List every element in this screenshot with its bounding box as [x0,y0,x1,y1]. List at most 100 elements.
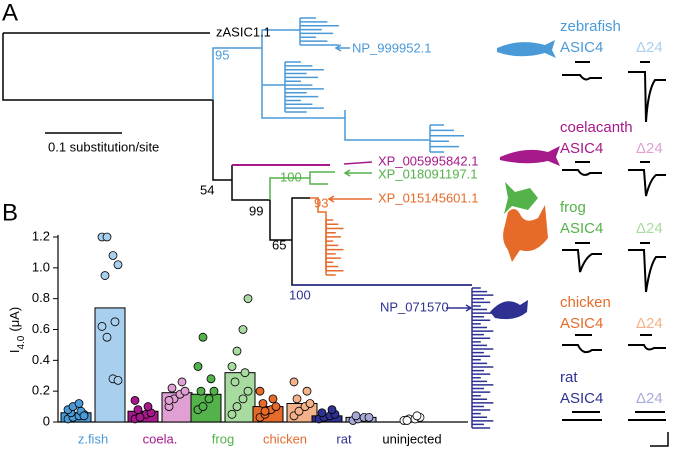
data-point [167,383,177,393]
construct-label: ASIC4 [560,315,603,332]
data-point [227,362,237,371]
silhouettes [490,40,560,320]
outgroup-label: zASIC1.1 [216,24,271,39]
data-point [268,394,278,404]
y-tick-label: 0.4 [32,352,50,367]
data-point [292,394,302,404]
construct-label: ASIC4 [560,39,603,56]
y-tick-label: 0.6 [32,321,50,336]
current-traces [562,61,669,447]
leaf-label: NP_071570 [380,299,449,314]
data-point [412,411,422,421]
data-point [317,408,327,418]
data-point [294,406,304,416]
data-point [196,386,206,396]
data-point [204,394,214,404]
data-point [102,332,112,342]
phylogenetic-tree [2,17,494,429]
panel-label: A [2,0,18,26]
support-label: 100 [280,169,302,184]
data-point [255,386,265,396]
data-point [232,402,242,411]
panel-label: B [2,199,18,226]
x-tick-label: uninjected [382,431,441,446]
data-point [130,396,140,405]
support-label: 100 [289,287,311,302]
x-tick-label: rat [336,431,352,446]
data-point [209,386,219,396]
x-tick-label: chicken [263,431,307,446]
tree-branches [429,124,464,153]
data-point [108,251,118,260]
y-tick-label: 0.2 [32,383,50,398]
data-point [113,375,123,385]
construct-label: Δ24 [636,315,663,332]
y-label-part: 4.0 [16,335,27,349]
data-point [97,322,107,331]
data-point [100,271,110,280]
y-tick-label: 1.2 [32,228,50,243]
tree-branches [284,61,324,113]
data-point [133,405,143,415]
data-point [402,416,412,425]
data-point [79,411,89,421]
x-tick-label: coela. [143,431,178,446]
y-axis-label: I4.0 (μA) [7,307,26,353]
data-point [243,294,253,304]
data-point [113,260,123,270]
x-tick-label: z.fish [78,431,108,446]
construct-label: ASIC4 [560,390,603,407]
data-point [102,232,112,242]
y-tick-label: 0 [43,413,50,428]
data-point [164,396,174,405]
species-name: frog [560,199,586,216]
construct-label: ASIC4 [560,220,603,237]
tree-branches [325,219,344,276]
y-label-part: I [7,350,22,354]
data-point [238,325,248,334]
support-label: 93 [314,195,328,210]
support-label: 99 [249,203,263,218]
species-name: rat [560,369,578,386]
data-point [327,405,337,415]
leaf-label: NP_999952.1 [352,40,432,55]
data-point [364,412,374,422]
data-point [289,377,299,387]
construct-label: Δ24 [636,140,663,157]
data-point [198,332,208,342]
data-point [260,406,270,416]
species-name: coelacanth [560,119,633,136]
support-label: 54 [200,182,214,197]
data-point [193,362,203,371]
leaf-label: XP_015145601.1 [378,190,478,205]
construct-label: Δ24 [636,39,663,56]
data-point [227,409,237,419]
data-point [305,399,315,408]
data-point [243,386,253,396]
data-point [110,317,120,327]
y-tick-label: 1.0 [32,259,50,274]
data-point [240,368,250,378]
species-name: chicken [560,294,611,311]
construct-label: Δ24 [636,390,663,407]
leaf-label: XP_005995842.1 [378,153,478,168]
data-point [143,402,153,411]
support-label: 65 [272,237,286,252]
data-point [74,399,84,408]
y-tick-label: 0.8 [32,290,50,305]
scale-label: 0.1 substitution/site [48,139,159,154]
construct-label: Δ24 [636,220,663,237]
tree-branches [299,17,339,46]
data-point [238,394,248,404]
support-label: 95 [215,47,229,62]
data-point [271,402,281,411]
data-point [180,386,190,396]
leaf-label: XP_018091197.1 [378,166,478,181]
data-point [351,411,361,421]
data-point [230,377,240,387]
data-point [206,374,216,384]
data-point [232,346,242,356]
x-tick-label: frog [212,431,234,446]
data-point [302,386,312,396]
